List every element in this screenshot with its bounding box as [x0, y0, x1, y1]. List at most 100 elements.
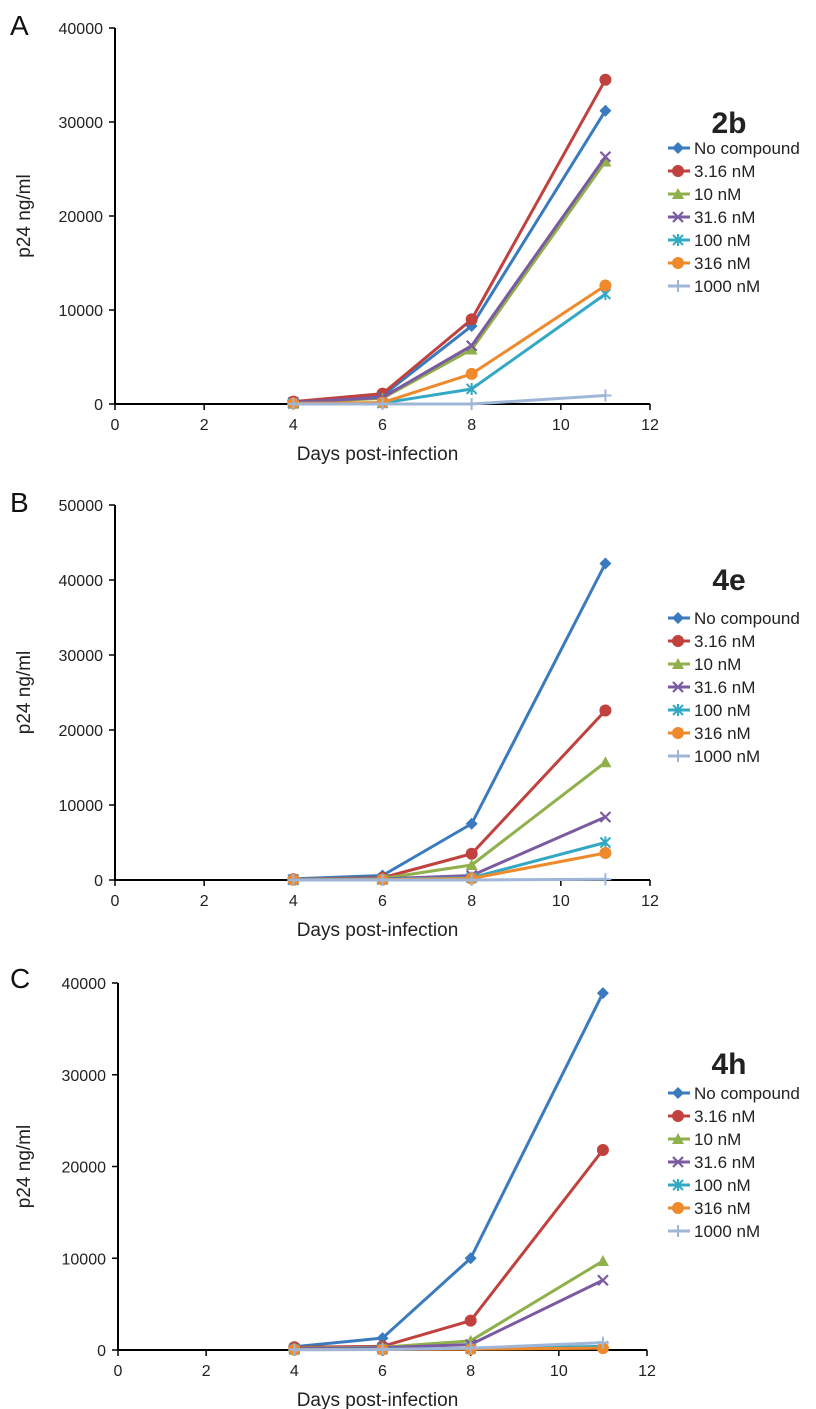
- data-point: [376, 398, 389, 410]
- legend-marker: [672, 1133, 684, 1144]
- legend-label: 100 nM: [694, 231, 751, 250]
- legend-marker: [672, 612, 684, 624]
- data-point: [599, 704, 612, 717]
- legend-label: 3.16 nM: [694, 1107, 755, 1126]
- data-point: [599, 155, 612, 167]
- legend: 4e No compound 3.16 nM 10 nM 31.6 nM 100 nM 31…: [668, 564, 800, 766]
- legend-item: 31.6 nM: [668, 678, 755, 697]
- y-tick-label: 10000: [62, 1251, 107, 1268]
- y-tick-label: 20000: [62, 1160, 107, 1177]
- data-point: [465, 313, 478, 326]
- y-tick-label: 30000: [59, 115, 104, 132]
- legend-label: 100 nM: [694, 1176, 751, 1195]
- y-tick-label: 40000: [62, 976, 107, 993]
- series-line: [293, 155, 607, 404]
- legend-item: 10 nM: [668, 1130, 741, 1149]
- data-point: [599, 104, 612, 117]
- series-line: [294, 992, 605, 1349]
- legend-title: 4e: [712, 564, 745, 597]
- series-line: [293, 160, 607, 405]
- legend-title: 2b: [711, 107, 746, 140]
- y-tick-label: 40000: [59, 573, 104, 590]
- legend-item: No compound: [668, 139, 800, 158]
- y-tick-label: 30000: [59, 648, 104, 665]
- data-point: [599, 557, 612, 570]
- y-tick-label: 10000: [59, 303, 104, 320]
- legend-marker: [672, 1179, 684, 1191]
- x-tick-label: 2: [202, 1363, 211, 1380]
- x-tick-label: 12: [638, 1363, 656, 1380]
- legend-item: No compound: [668, 609, 800, 628]
- legend-marker: [672, 165, 684, 177]
- series-line: [293, 394, 606, 406]
- data-point: [599, 873, 612, 886]
- y-tick-label: 0: [97, 1343, 106, 1360]
- data-point: [464, 1252, 477, 1265]
- x-axis-title: Days post-infection: [297, 920, 459, 941]
- series-0: [288, 987, 609, 1353]
- x-tick-label: 2: [200, 893, 209, 910]
- series-line: [294, 1341, 603, 1352]
- legend-label: 100 nM: [694, 701, 751, 720]
- data-point: [376, 1343, 389, 1356]
- line-chart-c: 0 10000 20000 30000 40000 0 2 4 6 8 10 12 Days post-…: [14, 976, 800, 1409]
- legend-label: 1000 nM: [694, 1222, 760, 1241]
- y-tick-label: 0: [94, 873, 103, 890]
- x-tick-label: 0: [114, 1363, 123, 1380]
- series-line: [293, 815, 607, 882]
- y-tick-label: 10000: [59, 798, 104, 815]
- legend-label: 316 nM: [694, 724, 751, 743]
- data-point: [464, 1342, 477, 1355]
- data-point: [599, 836, 612, 849]
- series-1: [288, 1143, 609, 1354]
- series-line: [293, 562, 607, 881]
- data-point: [596, 987, 609, 1000]
- legend-item: 100 nM: [668, 701, 751, 720]
- series-2: [287, 756, 612, 885]
- legend-item: 31.6 nM: [668, 208, 755, 227]
- data-point: [465, 817, 478, 830]
- x-tick-label: 8: [466, 1363, 475, 1380]
- data-point: [599, 279, 612, 292]
- legend-label: No compound: [694, 1084, 800, 1103]
- legend-marker: [672, 727, 684, 739]
- legend-title: 4h: [711, 1048, 746, 1081]
- series-line: [294, 1259, 604, 1350]
- y-axis-title: p24 ng/ml: [14, 1125, 35, 1208]
- legend-item: 316 nM: [668, 1199, 751, 1218]
- legend-marker: [672, 681, 684, 693]
- legend-label: 316 nM: [694, 254, 751, 273]
- legend-item: 3.16 nM: [668, 1107, 755, 1126]
- data-point: [596, 1143, 609, 1156]
- y-tick-label: 50000: [59, 498, 104, 515]
- series-line: [293, 877, 606, 882]
- x-tick-label: 4: [289, 893, 298, 910]
- legend-marker: [672, 1225, 684, 1237]
- legend-marker: [672, 1087, 684, 1099]
- x-tick-label: 4: [290, 1363, 299, 1380]
- y-axis-title: p24 ng/ml: [14, 174, 35, 257]
- panel-label: A: [10, 10, 29, 41]
- series-3: [287, 811, 612, 886]
- legend-marker: [672, 1156, 684, 1168]
- data-point: [465, 398, 478, 410]
- legend-label: 10 nM: [694, 185, 741, 204]
- legend-marker: [672, 188, 684, 199]
- data-point: [599, 756, 612, 768]
- x-tick-label: 8: [467, 417, 476, 434]
- legend-item: 316 nM: [668, 254, 751, 273]
- chart-panel-c: C 0 10000 20000 30000 40000 0 2 4 6 8 10 12 Days pos…: [0, 963, 816, 1409]
- legend-label: 1000 nM: [694, 277, 760, 296]
- x-tick-label: 0: [111, 893, 120, 910]
- panel-label: C: [10, 963, 31, 994]
- data-point: [599, 73, 612, 86]
- x-tick-label: 10: [550, 1363, 568, 1380]
- legend-label: 316 nM: [694, 1199, 751, 1218]
- y-tick-label: 30000: [62, 1068, 107, 1085]
- legend-item: 10 nM: [668, 655, 741, 674]
- series-6: [287, 873, 612, 886]
- data-point: [465, 874, 478, 886]
- series-4: [287, 288, 612, 410]
- series-2: [287, 155, 612, 408]
